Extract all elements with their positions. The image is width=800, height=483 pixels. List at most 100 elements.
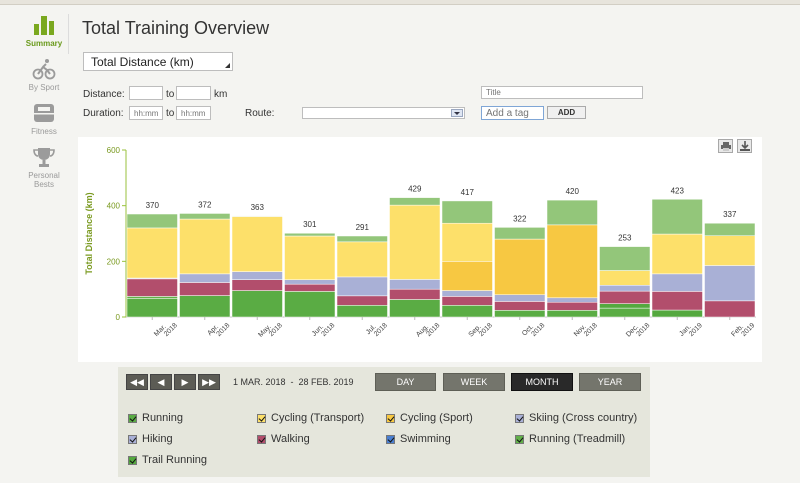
y-axis-label: Total Distance (km) [84, 192, 94, 274]
bar-segment [126, 296, 178, 299]
legend-item[interactable]: Running (Treadmill) [515, 433, 625, 445]
bar-segment [441, 200, 493, 224]
legend-label: Trail Running [142, 454, 208, 466]
bar-segment [284, 283, 336, 292]
cyclist-icon [32, 59, 56, 80]
bar-segment [599, 246, 651, 271]
bar-segment [179, 295, 231, 318]
bar-segment [651, 273, 703, 292]
legend-item[interactable]: Cycling (Sport) [386, 412, 473, 424]
bar-segment [284, 232, 336, 237]
sidebar-item-label: By Sport [28, 83, 60, 92]
bar-total-label: 417 [461, 188, 475, 197]
sidebar-item-summary[interactable]: Summary [18, 14, 70, 48]
legend-item[interactable]: Running [128, 412, 183, 424]
metric-select[interactable]: Total Distance (km) [83, 52, 233, 71]
legend-item[interactable]: Cycling (Transport) [257, 412, 364, 424]
sidebar-item-fitness[interactable]: Fitness [18, 102, 70, 136]
bar-segment [599, 285, 651, 292]
x-tick-label: Mar.2018 [153, 317, 179, 343]
bar-segment [179, 282, 231, 296]
right-icon: ▶ [181, 376, 189, 387]
x-tick-label: Jun.2018 [311, 317, 337, 343]
x-tick-label: Oct.2018 [521, 317, 546, 342]
bar-segment [441, 261, 493, 291]
legend-checkbox[interactable] [386, 413, 395, 423]
bar-segment [441, 222, 493, 262]
distance-max-input[interactable] [176, 86, 211, 100]
bar-segment [126, 227, 178, 279]
legend-checkbox[interactable] [257, 434, 266, 444]
download-icon [739, 141, 750, 151]
bar-total-label: 291 [356, 223, 370, 232]
next-page-button[interactable]: ▶ [174, 374, 196, 390]
week-button[interactable]: WEEK [443, 373, 505, 391]
bar-segment [126, 278, 178, 297]
legend-label: Skiing (Cross country) [529, 412, 638, 424]
timeline-pager: ◀◀ ◀ ▶ ▶▶ [126, 374, 220, 390]
bar-total-label: 322 [513, 214, 527, 223]
bar-total-label: 429 [408, 185, 422, 194]
year-button[interactable]: YEAR [579, 373, 641, 391]
legend-checkbox[interactable] [515, 413, 524, 423]
bar-segment [231, 279, 283, 291]
title-input[interactable] [481, 86, 643, 99]
legend-label: Cycling (Transport) [271, 412, 365, 424]
day-button[interactable]: DAY [375, 373, 436, 391]
chart-panel: 0 200 400 600 Total Distance (km) 370 Mar.2018… [78, 137, 762, 362]
print-button[interactable] [718, 139, 733, 153]
bar-segment [494, 227, 546, 240]
duration-max-input[interactable] [176, 106, 211, 120]
bar-total-label: 253 [618, 234, 632, 243]
legend-checkbox[interactable] [128, 434, 137, 444]
x-tick-label: Apr.2018 [206, 317, 231, 342]
bar-segment [494, 310, 546, 318]
add-tag-button[interactable]: ADD [547, 106, 586, 119]
first-page-button[interactable]: ◀◀ [126, 374, 148, 390]
legend-checkbox[interactable] [386, 434, 395, 444]
sidebar-item-by-sport[interactable]: By Sport [18, 58, 70, 92]
date-range: 1 MAR. 2018 - 28 FEB. 2019 [233, 377, 354, 387]
legend-checkbox[interactable] [128, 455, 137, 465]
bar-segment [651, 199, 703, 235]
duration-min-input[interactable] [129, 106, 163, 120]
bar-segment [179, 218, 231, 275]
legend-checkbox[interactable] [257, 413, 266, 423]
legend-item[interactable]: Trail Running [128, 454, 207, 466]
export-button[interactable] [737, 139, 752, 153]
bar-total-label: 337 [723, 210, 737, 219]
bar-segment [336, 241, 388, 278]
bar-total-label: 423 [671, 186, 685, 195]
bar-segment [284, 279, 336, 285]
scale-icon [34, 104, 54, 122]
bar-segment [494, 294, 546, 302]
bar-total-label: 370 [146, 201, 160, 210]
bar-segment [651, 233, 703, 275]
bar-segment [179, 213, 231, 220]
sidebar-item-personal-bests[interactable]: Personal Bests [18, 146, 70, 189]
last-page-button[interactable]: ▶▶ [198, 374, 220, 390]
route-select[interactable] [302, 107, 465, 119]
legend-item[interactable]: Hiking [128, 433, 173, 445]
distance-to-label: to [166, 89, 175, 100]
bar-segment [389, 279, 441, 290]
bar-segment [599, 307, 651, 318]
chevron-down-icon[interactable] [451, 109, 463, 117]
bar-segment [599, 270, 651, 286]
legend-checkbox[interactable] [515, 434, 524, 444]
legend-item[interactable]: Swimming [386, 433, 451, 445]
legend-checkbox[interactable] [128, 413, 137, 423]
sidebar-item-label: Personal Bests [28, 171, 60, 189]
bar-segment [179, 273, 231, 283]
bar-segment [704, 222, 756, 236]
month-button[interactable]: MONTH [511, 373, 573, 391]
bar-segment [284, 291, 336, 318]
legend-item[interactable]: Walking [257, 433, 310, 445]
legend-item[interactable]: Skiing (Cross country) [515, 412, 637, 424]
bar-segment [494, 301, 546, 311]
bar-segment [599, 303, 651, 309]
distance-label: Distance: [83, 89, 125, 100]
prev-page-button[interactable]: ◀ [150, 374, 172, 390]
tag-input[interactable] [481, 106, 544, 120]
distance-min-input[interactable] [129, 86, 163, 100]
